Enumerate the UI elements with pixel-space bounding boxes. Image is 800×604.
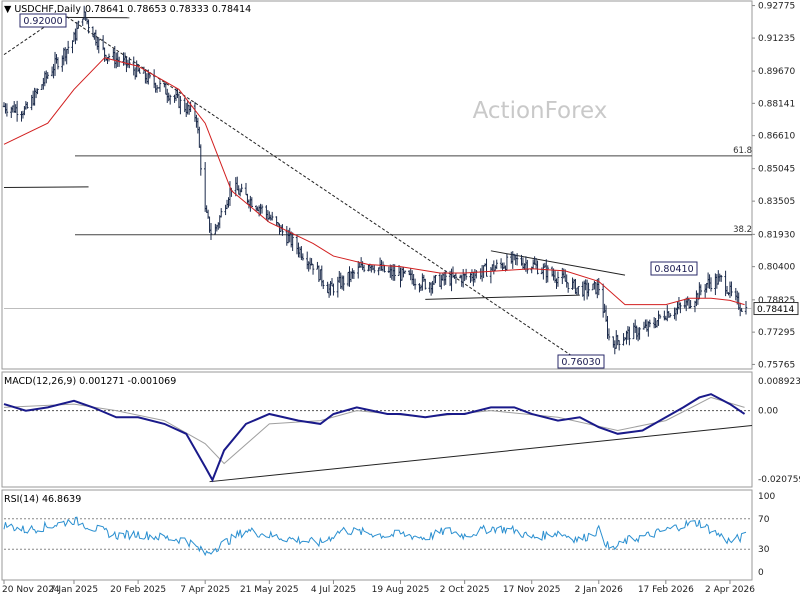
x-tick-label: 7 Apr 2025 xyxy=(180,585,230,595)
x-tick-label: 20 Feb 2025 xyxy=(110,585,166,595)
price-y-tick-label: 0.89670 xyxy=(758,67,795,77)
price-annotation-label: 0.76030 xyxy=(561,357,600,368)
price-y-tick-label: 0.92775 xyxy=(758,2,795,12)
ohlc-values: 0.78641 0.78653 0.78333 0.78414 xyxy=(85,4,251,15)
x-tick-label: 7 Jan 2025 xyxy=(50,585,98,595)
symbol-label: ▼ xyxy=(4,4,14,15)
fib-level-label: 38.2 xyxy=(733,225,752,235)
macd-panel-frame xyxy=(2,372,752,487)
watermark: ActionForex xyxy=(473,98,608,124)
x-tick-label: 17 Feb 2026 xyxy=(638,585,694,595)
price-y-tick-label: 0.83505 xyxy=(758,197,795,207)
last-price-tag-label: 0.78414 xyxy=(757,305,794,315)
x-tick-label: 2 Oct 2025 xyxy=(440,585,490,595)
rsi-y-tick-label: 70 xyxy=(758,515,770,525)
rsi-y-tick-label: 0 xyxy=(758,568,764,578)
trend-line xyxy=(4,187,89,188)
macd-y-tick-label: 0.00 xyxy=(758,407,778,417)
fib-level-label: 61.8 xyxy=(733,146,752,156)
macd-header: MACD(12,26,9) 0.001271 -0.001069 xyxy=(4,376,176,387)
price-annotation-label: 0.80410 xyxy=(654,264,693,275)
price-y-tick-label: 0.81930 xyxy=(758,230,795,240)
price-y-tick-label: 0.77295 xyxy=(758,328,795,338)
price-y-tick-label: 0.91235 xyxy=(758,34,795,44)
macd-y-tick-label: -0.020759 xyxy=(758,475,800,485)
price-y-tick-label: 0.86610 xyxy=(758,132,795,142)
x-tick-label: 17 Nov 2025 xyxy=(503,585,561,595)
rsi-y-tick-label: 30 xyxy=(758,545,770,555)
price-y-tick-label: 0.85045 xyxy=(758,165,795,175)
x-tick-label: 2 Jan 2026 xyxy=(575,585,623,595)
x-tick-label: 19 Aug 2025 xyxy=(372,585,430,595)
symbol: USDCHF xyxy=(14,4,54,15)
price-annotation-label: 0.92000 xyxy=(23,16,62,27)
timeframe: Daily xyxy=(57,4,81,15)
x-tick-label: 2 Apr 2026 xyxy=(705,585,755,595)
price-y-tick-label: 0.88141 xyxy=(758,99,795,109)
price-y-tick-label: 0.80400 xyxy=(758,263,795,273)
x-tick-label: 4 Jul 2025 xyxy=(311,585,356,595)
macd-y-tick-label: 0.008923 xyxy=(758,377,800,387)
price-y-tick-label: 0.75765 xyxy=(758,360,795,370)
rsi-y-tick-label: 100 xyxy=(758,492,775,502)
x-tick-label: 21 May 2025 xyxy=(240,585,299,595)
rsi-header: RSI(14) 46.8639 xyxy=(4,494,81,505)
